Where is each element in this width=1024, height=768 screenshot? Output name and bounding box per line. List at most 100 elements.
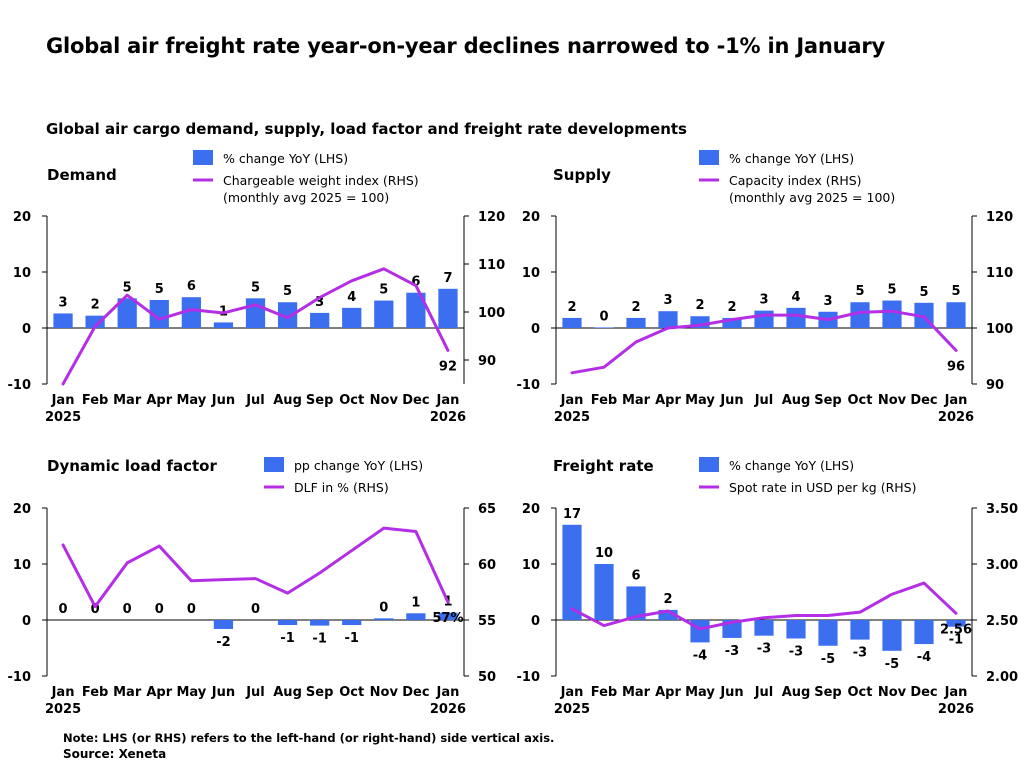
bar-value-label: 10 <box>595 546 613 561</box>
bar <box>117 298 137 328</box>
bar <box>562 317 582 328</box>
bar-value-label: 3 <box>823 294 832 309</box>
bar-value-label: 5 <box>855 284 864 299</box>
bar-value-label: -4 <box>693 648 707 663</box>
right-axis-tick-label: 65 <box>478 502 496 517</box>
x-axis-tick-label: Feb <box>591 685 617 700</box>
right-axis-tick-label: 60 <box>478 558 496 573</box>
bar <box>277 302 298 328</box>
left-axis-tick-label: 20 <box>13 210 31 225</box>
bar-value-label: 2 <box>695 298 704 313</box>
x-axis-year-label: 2026 <box>938 410 974 425</box>
bar <box>374 618 394 620</box>
legend-line-label: Chargeable weight index (RHS) (monthly av… <box>223 173 419 205</box>
bar-value-label: 2 <box>91 298 100 313</box>
x-axis-tick-label: Apr <box>146 685 172 700</box>
bar-value-label: -3 <box>757 642 771 657</box>
x-axis-tick-label: Jan <box>436 393 460 408</box>
bar <box>438 288 458 328</box>
panel-title: Dynamic load factor <box>47 457 217 475</box>
bar-value-label: 0 <box>379 600 388 615</box>
bar <box>342 307 362 328</box>
bar-value-label: 2 <box>663 592 672 607</box>
left-axis-tick-label: 10 <box>522 558 540 573</box>
x-axis-year-label: 2025 <box>45 702 81 717</box>
bar <box>850 302 870 328</box>
chart-subtitle: Global air cargo demand, supply, load fa… <box>46 120 687 138</box>
bar <box>562 524 582 620</box>
bar-value-label: -5 <box>885 657 899 672</box>
bar-value-label: 0 <box>59 602 68 617</box>
bar <box>754 620 774 636</box>
legend-bar-label: % change YoY (LHS) <box>729 458 854 473</box>
bar-value-label: 5 <box>919 285 928 300</box>
legend-bar-label: % change YoY (LHS) <box>729 151 854 166</box>
x-axis-tick-label: Aug <box>782 393 811 408</box>
bar <box>626 586 646 620</box>
right-axis-tick-label: 50 <box>478 670 496 685</box>
x-axis-year-label: 2025 <box>45 410 81 425</box>
x-axis-year-label: 2026 <box>430 410 466 425</box>
x-axis-tick-label: May <box>176 685 206 700</box>
bar <box>53 313 73 328</box>
bar-value-label: -3 <box>789 644 803 659</box>
x-axis-tick-label: Oct <box>848 685 873 700</box>
x-axis-tick-label: Jan <box>51 393 75 408</box>
bar <box>406 613 426 620</box>
bar <box>786 307 806 328</box>
left-axis-tick-label: 20 <box>13 502 31 517</box>
bar <box>213 322 234 328</box>
bar-value-label: -5 <box>821 652 835 667</box>
x-axis-tick-label: Dec <box>910 393 937 408</box>
x-axis-tick-label: Jun <box>211 393 235 408</box>
bar-value-label: 2 <box>631 300 640 315</box>
bar <box>882 620 902 651</box>
x-axis-year-label: 2026 <box>938 702 974 717</box>
bar-value-label: 5 <box>283 284 292 299</box>
x-axis-tick-label: May <box>685 393 715 408</box>
bar-value-label: 4 <box>791 290 800 305</box>
bar <box>882 300 902 328</box>
bar-value-label: 5 <box>123 280 132 295</box>
bar <box>342 620 362 626</box>
x-axis-tick-label: Feb <box>82 393 108 408</box>
bar <box>722 317 742 328</box>
right-axis-tick-label: 110 <box>986 266 1013 281</box>
left-axis-tick-label: -10 <box>517 670 541 685</box>
bar <box>946 620 966 627</box>
x-axis-tick-label: Oct <box>339 393 364 408</box>
x-axis-year-label: 2025 <box>554 410 590 425</box>
bar-value-label: 5 <box>951 284 960 299</box>
left-axis-tick-label: -10 <box>8 378 32 393</box>
x-axis-year-label: 2026 <box>430 702 466 717</box>
line-end-label: 2.56 <box>940 622 972 637</box>
right-axis-tick-label: 90 <box>986 378 1004 393</box>
bar-value-label: 2 <box>567 300 576 315</box>
left-axis-tick-label: 0 <box>531 322 540 337</box>
bar-value-label: 0 <box>123 602 132 617</box>
x-axis-tick-label: May <box>176 393 206 408</box>
bar-value-label: -1 <box>949 633 963 648</box>
bar <box>438 612 458 620</box>
bar <box>594 564 614 620</box>
bar <box>658 609 678 620</box>
bar <box>914 620 934 645</box>
bar-value-label: 3 <box>759 293 768 308</box>
legend-line-label: Spot rate in USD per kg (RHS) <box>729 480 916 495</box>
bar-value-label: 5 <box>887 283 896 298</box>
panel-title: Supply <box>553 166 611 184</box>
x-axis-tick-label: Sep <box>306 685 334 700</box>
x-axis-tick-label: Mar <box>113 393 142 408</box>
x-axis-tick-label: Aug <box>273 393 302 408</box>
x-axis-tick-label: Dec <box>402 685 429 700</box>
x-axis-tick-label: Jun <box>719 393 743 408</box>
bar <box>277 620 298 626</box>
x-axis-tick-label: Nov <box>878 685 907 700</box>
bar-value-label: 5 <box>251 280 260 295</box>
right-axis-tick-label: 2.50 <box>986 614 1018 629</box>
bar-value-label: 6 <box>187 279 196 294</box>
